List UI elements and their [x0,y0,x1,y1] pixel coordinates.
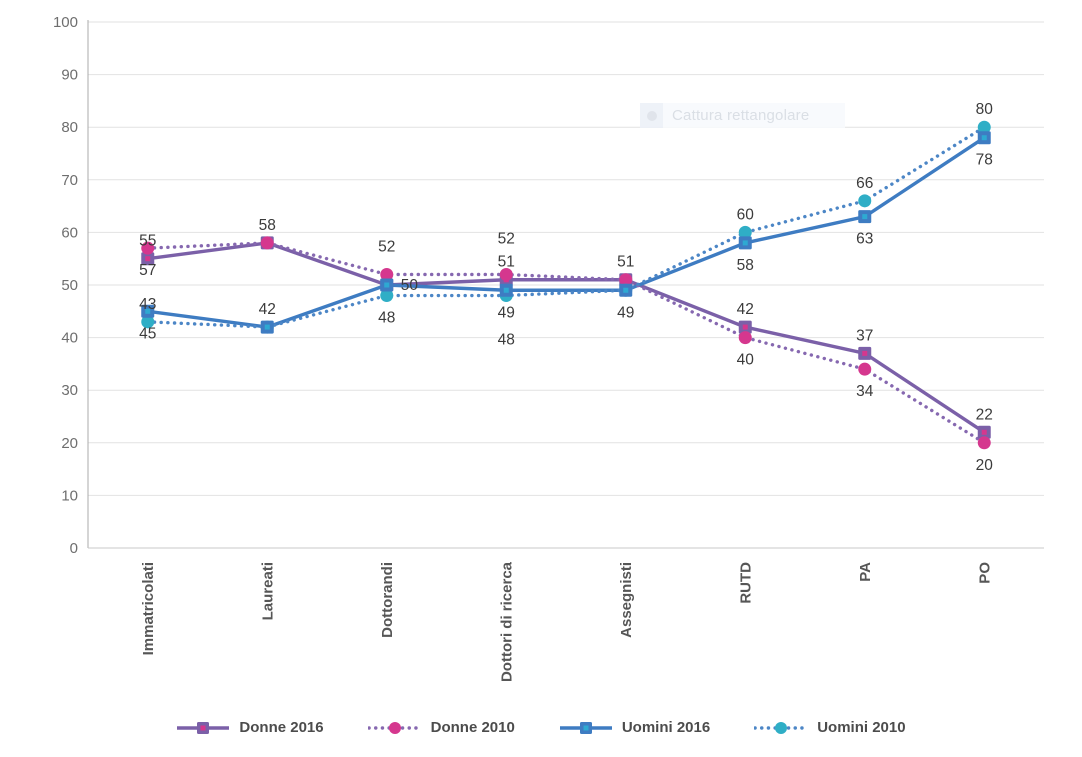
y-tick-label: 30 [61,382,78,399]
marker-donne-2010 [260,236,274,250]
x-category-label: Dottorandi [379,562,396,638]
data-label: 78 [976,152,993,169]
legend-label-uomini-2010: Uomini 2010 [817,719,906,736]
data-label: 80 [976,101,994,118]
data-label: 58 [259,217,276,234]
y-tick-label: 60 [61,224,78,241]
y-tick-label: 70 [61,172,78,189]
data-label: 43 [139,296,156,313]
marker-inner-uomini-2016 [862,214,868,220]
data-label: 52 [498,230,515,247]
marker-inner-uomini-2016 [145,308,151,314]
marker-inner-donne-2016 [742,324,748,330]
data-label: 63 [856,231,873,248]
data-label: 48 [378,310,395,327]
data-label: 40 [737,352,755,369]
legend-item-donne-2016: Donne 2016 [176,719,324,736]
data-label: 34 [856,383,874,400]
line-chart: 55 57 43 45 58 42 52 50 48 52 51 49 48 51 49 60 58 42 40 66… [53,14,1044,682]
data-label: 37 [856,327,873,344]
marker-inner-uomini-2016 [384,282,390,288]
data-label: 49 [498,304,515,321]
marker-uomini-2010 [977,120,991,134]
legend-marker-uomini-2010 [754,721,809,734]
marker-uomini-2010 [858,194,872,208]
legend-marker-uomini-2016 [559,721,612,734]
marker-inner-uomini-2016 [503,287,509,293]
marker-inner-uomini-2016 [981,135,987,141]
data-label: 60 [737,206,755,223]
legend-item-donne-2010: Donne 2010 [367,719,515,736]
data-label: 50 [401,277,419,294]
series-line-uomini-2010 [146,125,986,329]
marker-inner-uomini-2016 [623,287,629,293]
marker-uomini-2010 [141,315,155,329]
marker-uomini-2010 [380,289,394,303]
y-tick-label: 100 [53,14,78,31]
x-category-label: Dottori di ricerca [498,561,515,682]
marker-donne-2010 [619,273,633,287]
data-label: 48 [498,332,515,349]
marker-inner-uomini-2016 [742,240,748,246]
y-tick-label: 0 [70,540,78,557]
snip-icon-box [640,103,663,128]
marker-inner-uomini-2016 [264,324,270,330]
data-label: 45 [139,325,156,342]
marker-donne-2010 [858,362,872,376]
data-label: 42 [259,301,276,318]
y-tick-label: 50 [61,277,78,294]
data-label: 42 [737,301,754,318]
ellipse-icon [646,110,657,121]
y-tick-label: 80 [61,119,78,136]
y-tick-label: 90 [61,67,78,84]
data-label: 22 [976,406,993,423]
data-label: 58 [737,257,754,274]
legend-label-uomini-2016: Uomini 2016 [621,719,711,736]
snip-ghost-overlay[interactable]: Cattura rettangolare [640,103,845,128]
x-category-label: Assegnisti [618,562,635,638]
legend-label-donne-2016: Donne 2016 [239,719,324,736]
data-label: 57 [139,262,156,279]
data-label: 55 [139,233,156,250]
marker-donne-2010 [380,267,394,281]
legend-label-donne-2010: Donne 2010 [430,719,515,736]
x-category-label: Immatricolati [140,562,157,655]
data-label: 66 [856,175,873,192]
y-tick-label: 10 [61,487,78,504]
chart-legend: Donne 2016 Donne 2010 Uomini 2016 Uomini 20… [0,719,1082,736]
legend-item-uomini-2010: Uomini 2010 [754,719,906,736]
data-label: 51 [498,254,515,271]
data-label: 20 [976,457,994,474]
x-category-label: RUTD [737,562,754,604]
snip-label-box: Cattura rettangolare [663,103,845,128]
y-tick-label: 40 [61,330,78,347]
marker-donne-2010 [977,436,991,450]
series-line-donne-2010 [146,241,986,445]
marker-inner-donne-2016 [862,350,868,356]
x-category-label: Laureati [259,562,276,620]
marker-donne-2010 [141,241,155,255]
marker-donne-2010 [738,331,752,345]
x-category-label: PO [976,562,993,584]
legend-item-uomini-2016: Uomini 2016 [559,719,710,736]
legend-marker-donne-2016 [177,721,230,734]
data-label: 51 [617,254,634,271]
legend-marker-donne-2010 [367,721,422,734]
marker-uomini-2010 [738,225,752,239]
marker-inner-donne-2016 [145,256,151,262]
y-tick-label: 20 [61,435,78,452]
marker-donne-2010 [499,267,513,281]
marker-inner-donne-2016 [981,429,987,435]
snip-ghost-label: Cattura rettangolare [672,107,810,124]
x-category-label: PA [857,562,874,582]
data-label: 49 [617,304,634,321]
data-label: 52 [378,238,395,255]
